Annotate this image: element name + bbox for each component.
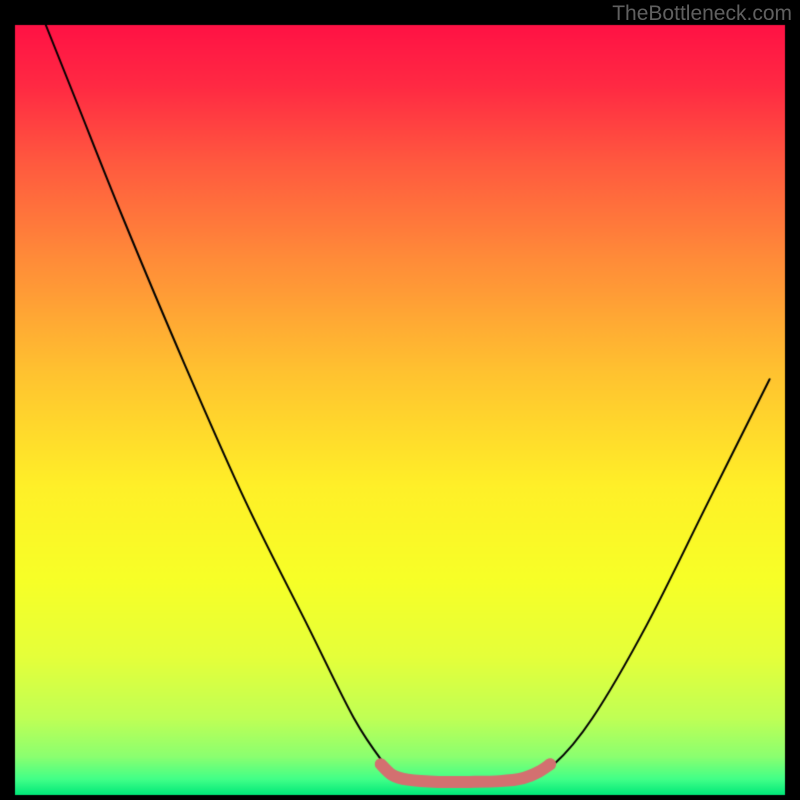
bottleneck-chart	[0, 0, 800, 800]
watermark-text: TheBottleneck.com	[612, 2, 792, 26]
